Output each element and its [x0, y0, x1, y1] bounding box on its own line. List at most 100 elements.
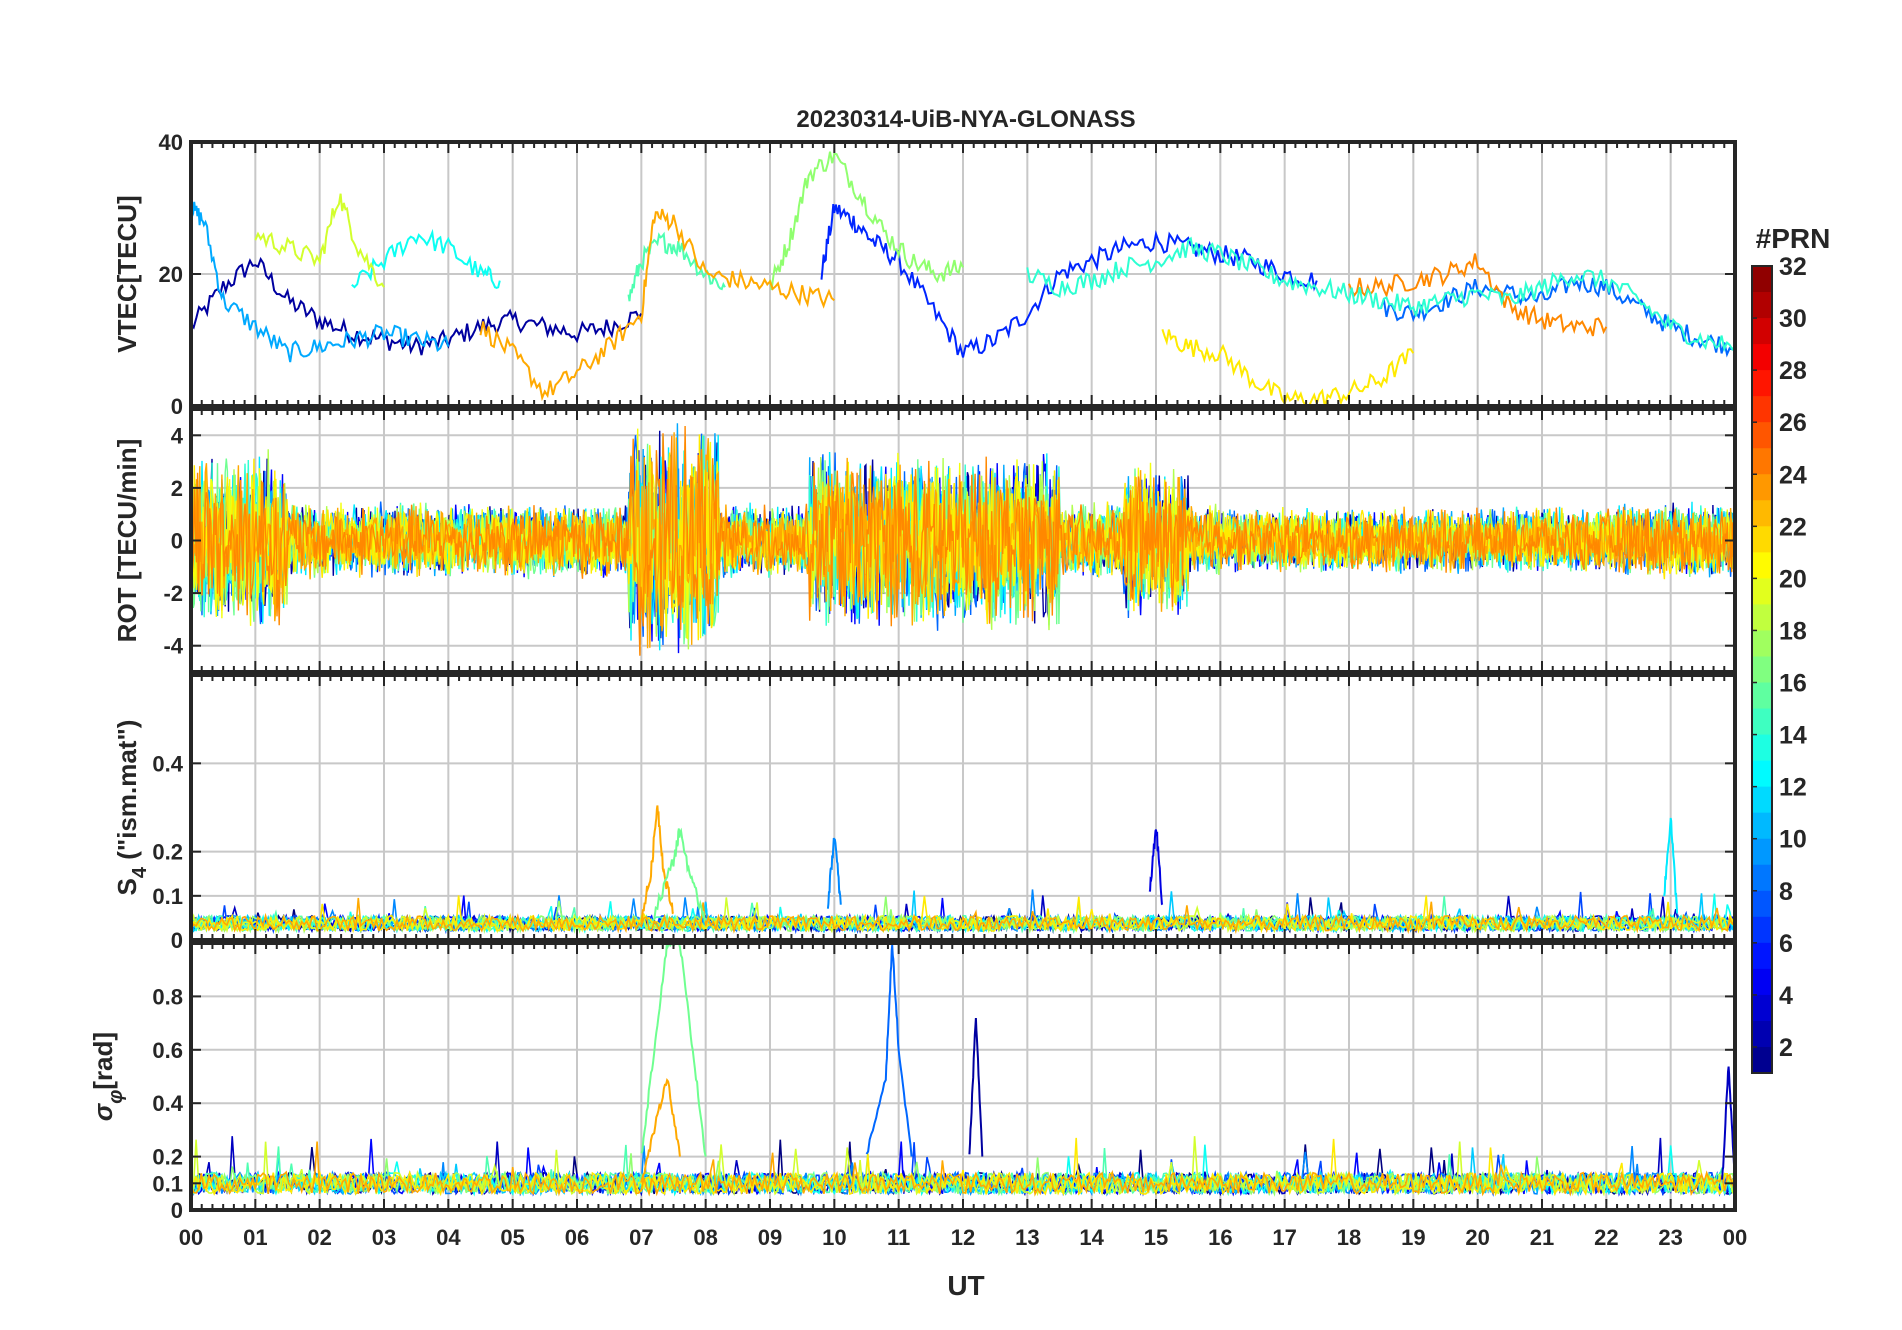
series-line-prn-19	[191, 1136, 1735, 1197]
colorbar-segment	[1752, 890, 1772, 918]
colorbar-segment	[1752, 734, 1772, 762]
colorbar-segment	[1752, 656, 1772, 684]
colorbar-tick-label: 16	[1779, 670, 1807, 698]
series-line-prn-24	[191, 425, 1735, 656]
colorbar-segment	[1752, 916, 1772, 944]
colorbar-segment	[1752, 422, 1772, 449]
y-tick-label: 2	[171, 476, 183, 501]
y-axis-label-subscript: 4	[129, 866, 151, 878]
colorbar-segment	[1752, 760, 1772, 788]
x-tick-label: 18	[1337, 1225, 1361, 1250]
colorbar-segment	[1752, 1046, 1772, 1074]
y-axis-label-rest: ("ism.mat")	[112, 720, 142, 867]
colorbar-tick-label: 28	[1779, 357, 1807, 385]
y-tick-label: 0	[171, 394, 183, 419]
panel-2: -4 -2 0 2 4 ROT [TECU/min]	[112, 407, 1737, 674]
x-tick-label: 08	[693, 1225, 717, 1250]
y-tick-label: -2	[163, 581, 183, 606]
series-line-prn-17	[191, 1153, 1735, 1197]
colorbar-tick-label: 2	[1779, 1034, 1793, 1062]
series-line-prn-24	[1348, 253, 1608, 337]
series-line-prn-13	[351, 228, 501, 289]
y-axis-label-main: σ	[88, 1102, 118, 1121]
series-line-prn-23	[640, 1078, 681, 1183]
panel-3: 00.10.20.4S4 ("ism.mat")	[112, 673, 1737, 953]
series-line-prn-23	[191, 897, 1735, 935]
x-tick-label: 03	[372, 1225, 396, 1250]
series-line-prn-23	[191, 1141, 1735, 1197]
y-axis-label: σφ[rad]	[88, 1032, 127, 1121]
colorbar-segment	[1752, 604, 1772, 632]
y-tick-label: 0.6	[152, 1038, 183, 1063]
x-tick-label: 02	[307, 1225, 331, 1250]
colorbar-tick-label: 6	[1779, 930, 1793, 958]
colorbar-segment	[1752, 266, 1772, 293]
x-tick-label: 00	[1723, 1225, 1747, 1250]
x-tick-label: 17	[1272, 1225, 1296, 1250]
colorbar-tick-label: 18	[1779, 617, 1807, 645]
y-tick-label: 4	[171, 423, 184, 448]
colorbar-segment	[1752, 578, 1772, 606]
x-tick-label: 11	[887, 1225, 910, 1250]
x-tick-label: 16	[1208, 1225, 1232, 1250]
colorbar-tick-label: 22	[1779, 513, 1807, 541]
y-axis-label: S4 ("ism.mat")	[112, 720, 151, 896]
colorbar-tick-label: 24	[1779, 461, 1807, 489]
y-axis-label: VTEC[TECU]	[112, 195, 142, 352]
colorbar-tick-label: 4	[1779, 982, 1793, 1010]
series-line-prn-21	[191, 1137, 1735, 1197]
x-tick-label: 22	[1594, 1225, 1618, 1250]
colorbar-tick-label: 26	[1779, 409, 1807, 437]
x-tick-label: 10	[822, 1225, 846, 1250]
colorbar-segment	[1752, 552, 1772, 579]
colorbar-segment	[1752, 474, 1772, 501]
x-tick-label: 13	[1015, 1225, 1039, 1250]
y-tick-label: 0.8	[152, 984, 183, 1009]
series-line-prn-10	[191, 201, 450, 363]
series-line-prn-17	[769, 151, 964, 291]
colorbar-segment	[1752, 786, 1772, 814]
y-tick-label: 0.2	[152, 1145, 183, 1170]
y-tick-label: 0	[171, 928, 183, 953]
series-line-prn-23	[479, 208, 835, 402]
colorbar-tick-label: 8	[1779, 878, 1793, 906]
colorbar-segment	[1752, 708, 1772, 736]
colorbar-segment	[1752, 1020, 1772, 1048]
x-tick-label: 05	[500, 1225, 524, 1250]
colorbar-tick-label: 10	[1779, 826, 1807, 854]
panel-1: 0 20 40 VTEC[TECU]	[112, 130, 1737, 419]
series-line-prn-6	[820, 203, 1318, 358]
colorbar-segment	[1752, 370, 1772, 397]
colorbar-segment	[1752, 448, 1772, 475]
series-line-prn-2	[191, 256, 643, 356]
colorbar-tick-label: 14	[1779, 722, 1807, 750]
y-tick-label: 20	[159, 262, 183, 287]
plot-area	[191, 151, 1735, 406]
colorbar-segment	[1752, 864, 1772, 892]
series-line-prn-4	[1148, 829, 1164, 906]
x-tick-label: 04	[436, 1225, 461, 1250]
y-tick-label: 40	[159, 130, 183, 155]
colorbar-tick-label: 12	[1779, 774, 1807, 802]
plot-area	[191, 943, 1735, 1197]
x-tick-label: 15	[1144, 1225, 1168, 1250]
x-tick-label: 06	[565, 1225, 589, 1250]
chart-title: 20230314-UiB-NYA-GLONASS	[796, 106, 1135, 133]
colorbar-segment	[1752, 942, 1772, 970]
y-axis-label-subscript: φ	[105, 1090, 127, 1104]
colorbar-segment	[1752, 292, 1772, 319]
colorbar-segment	[1752, 318, 1772, 345]
y-tick-label: 0.1	[152, 1171, 183, 1196]
y-tick-label: 0.4	[152, 751, 183, 776]
x-tick-label: 21	[1530, 1225, 1554, 1250]
plot-area	[191, 423, 1735, 656]
colorbar-segment	[1752, 682, 1772, 710]
x-tick-label: 07	[629, 1225, 653, 1250]
y-axis-label: ROT [TECU/min]	[112, 439, 142, 643]
colorbar-segment	[1752, 630, 1772, 658]
x-tick-label: 09	[758, 1225, 782, 1250]
y-tick-label: 0	[171, 529, 183, 554]
x-tick-label: 12	[951, 1225, 975, 1250]
